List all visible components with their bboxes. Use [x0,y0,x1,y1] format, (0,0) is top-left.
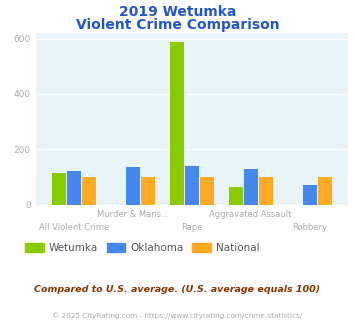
Bar [200,177,214,205]
Bar [67,171,81,205]
Bar [185,166,199,205]
Bar [229,186,243,205]
Text: 2019 Wetumka: 2019 Wetumka [119,5,236,19]
Bar [82,177,96,205]
Text: All Violent Crime: All Violent Crime [39,223,109,232]
Bar [244,169,258,205]
Bar [258,177,273,205]
Bar [52,173,66,205]
Bar [302,185,317,205]
Text: Robbery: Robbery [292,223,327,232]
Bar [141,177,155,205]
Text: Aggravated Assault: Aggravated Assault [209,210,292,218]
Legend: Wetumka, Oklahoma, National: Wetumka, Oklahoma, National [23,241,262,255]
Bar [170,42,184,205]
Bar [317,177,332,205]
Text: © 2025 CityRating.com - https://www.cityrating.com/crime-statistics/: © 2025 CityRating.com - https://www.city… [53,312,302,318]
Text: Violent Crime Comparison: Violent Crime Comparison [76,18,279,32]
Text: Rape: Rape [181,223,202,232]
Text: Murder & Mans...: Murder & Mans... [97,210,169,218]
Bar [126,167,140,205]
Text: Compared to U.S. average. (U.S. average equals 100): Compared to U.S. average. (U.S. average … [34,285,321,294]
